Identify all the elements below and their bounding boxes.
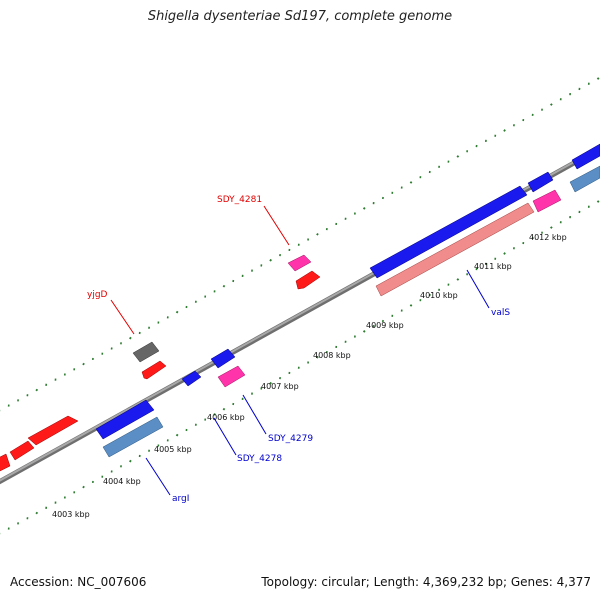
tick-mark <box>129 459 132 463</box>
tick-mark <box>269 258 272 262</box>
genome-summary: Topology: circular; Length: 4,369,232 bp… <box>261 575 591 589</box>
tick-mark <box>269 381 272 385</box>
gene-feature <box>295 270 321 290</box>
gene-label: SDY_4281 <box>217 195 262 205</box>
tick-mark <box>175 310 179 314</box>
tick-mark <box>456 155 460 158</box>
gene-feature <box>95 399 155 440</box>
tick-mark <box>222 284 226 288</box>
tick-mark <box>456 278 460 281</box>
scale-label: 4006 kbp <box>207 413 245 422</box>
tick-tracks <box>0 77 600 535</box>
gene-feature <box>132 341 160 363</box>
tick-mark <box>82 485 85 489</box>
accession-text: Accession: NC_007606 <box>10 575 147 589</box>
tick-mark <box>222 407 226 411</box>
gene-feature <box>27 415 79 446</box>
scale-label: 4011 kbp <box>474 262 512 271</box>
tick-mark <box>409 181 413 184</box>
tick-mark <box>362 206 366 210</box>
scale-label: 4007 kbp <box>261 382 299 391</box>
tick-mark <box>362 329 366 333</box>
label-leaders <box>110 205 490 496</box>
scale-label: 4004 kbp <box>103 477 141 486</box>
scale-label: 4012 kbp <box>529 233 567 242</box>
tick-mark <box>596 200 600 203</box>
scale-label: 4009 kbp <box>366 321 404 330</box>
tick-mark <box>82 362 85 366</box>
gene-feature <box>287 254 312 272</box>
gene-feature <box>181 370 202 387</box>
gene-label: SDY_4278 <box>237 454 282 464</box>
tick-mark <box>35 511 39 515</box>
scale-label: 4003 kbp <box>52 510 90 519</box>
tick-mark <box>175 433 179 437</box>
gene-feature <box>532 189 562 213</box>
gene-feature <box>571 143 600 170</box>
gene-label: valS <box>491 308 510 318</box>
scale-label: 4008 kbp <box>313 351 351 360</box>
gene-label: yjgD <box>87 290 108 300</box>
gene-feature <box>9 440 35 461</box>
gene-label: argI <box>172 494 189 504</box>
tick-mark <box>550 103 553 106</box>
gene-label: SDY_4279 <box>268 434 313 444</box>
tick-mark <box>316 232 319 236</box>
tick-mark <box>550 226 553 229</box>
gene-feature <box>102 416 164 458</box>
tick-mark <box>503 252 506 255</box>
tick-mark <box>596 77 600 80</box>
gene-feature <box>375 202 535 297</box>
gene-feature <box>527 171 554 193</box>
tick-mark <box>316 355 319 359</box>
gene-feature <box>0 453 11 472</box>
gene-feature <box>369 185 528 279</box>
gene-feature <box>141 360 167 380</box>
scale-label: 4010 kbp <box>420 291 458 300</box>
map-title: Shigella dysenteriae Sd197, complete gen… <box>147 9 453 24</box>
tick-mark <box>503 129 506 132</box>
scale-label: 4005 kbp <box>154 445 192 454</box>
gene-feature <box>569 165 600 193</box>
gene-feature <box>217 365 246 388</box>
tick-mark <box>35 388 39 392</box>
feature-track <box>0 143 600 472</box>
gene-feature <box>210 348 236 369</box>
tick-mark <box>129 336 132 340</box>
tick-mark <box>409 304 413 307</box>
